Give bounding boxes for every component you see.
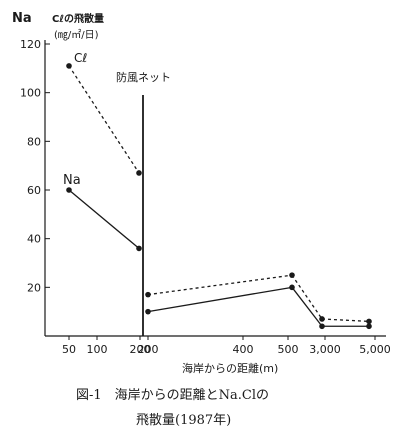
x-tick-label: 5,000 xyxy=(359,343,391,356)
caption-line-1: 図-1 海岸からの距離とNa.Clの xyxy=(76,388,269,403)
series-na-segment xyxy=(68,189,140,249)
series-cl-point xyxy=(145,291,151,298)
series-na-point xyxy=(289,284,295,291)
series-na-point xyxy=(366,323,372,330)
y-tick-label: 20 xyxy=(27,281,41,294)
y-tick-label: 100 xyxy=(20,87,41,100)
x-tick-label: 3,000 xyxy=(309,343,341,356)
plot-area xyxy=(66,63,372,330)
x-tick-label: 500 xyxy=(278,343,299,356)
x-tick-label: 400 xyxy=(233,343,254,356)
x-tick-label: 200 xyxy=(130,343,151,356)
y-axis-ticks: 20 40 60 80 100 120 xyxy=(20,38,50,294)
cl-series-label: Cℓ xyxy=(74,51,87,65)
y-tick-label: 60 xyxy=(27,184,41,197)
series-na-segment xyxy=(291,286,323,327)
x-axis-title: 海岸からの距離(m) xyxy=(182,361,278,375)
y-tick-label: 120 xyxy=(20,38,41,51)
series-na-point xyxy=(319,323,325,330)
na-series-label: Na xyxy=(63,173,81,188)
series-cl-point xyxy=(289,272,295,278)
header-unit: (㎎/㎡/日) xyxy=(54,29,99,41)
series-cl-point xyxy=(66,63,72,69)
series-cl-segment xyxy=(147,274,293,296)
series-cl-point xyxy=(366,318,372,325)
y-tick-label: 40 xyxy=(27,233,41,246)
windbreak-net-label: 防風ネット xyxy=(116,70,171,84)
series-cl-point xyxy=(136,170,142,176)
caption-line-2: 飛散量(1987年) xyxy=(136,413,231,428)
x-tick-label: 200 xyxy=(138,343,159,356)
x-tick-label: 100 xyxy=(87,343,108,356)
y-tick-label: 80 xyxy=(27,135,41,148)
series-cl-segment xyxy=(291,274,323,320)
series-na-point xyxy=(145,308,151,315)
series-na-point xyxy=(136,245,142,252)
x-tick-label: 50 xyxy=(62,343,76,356)
series-cl-point xyxy=(319,316,325,322)
series-cl-segment xyxy=(321,318,370,323)
series-na-segment xyxy=(147,286,293,313)
series-na-point xyxy=(66,187,72,193)
header-cl-title: Cℓの飛散量 xyxy=(52,12,104,25)
header-na-label: Na xyxy=(12,11,32,26)
